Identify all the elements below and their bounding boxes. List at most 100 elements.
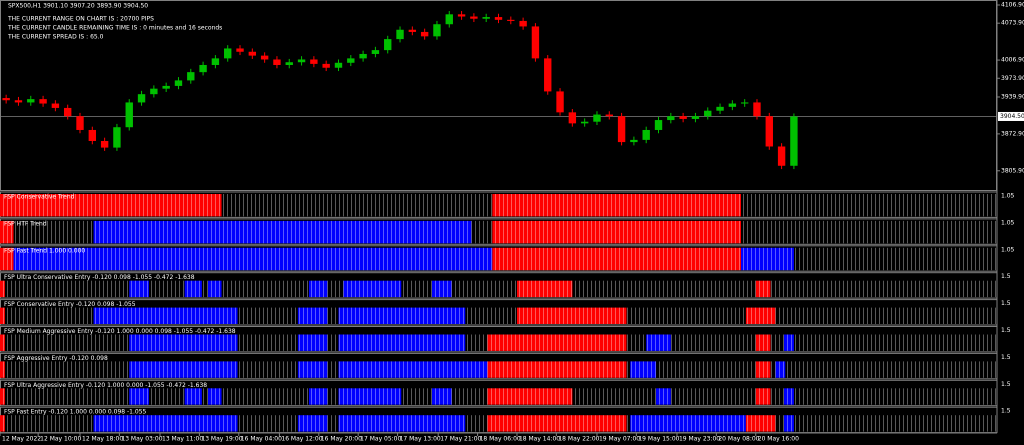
time-label: 17 May 05:00 [360,436,401,443]
candle-body [76,116,84,130]
candle-body [544,58,552,92]
candle-body [2,98,10,101]
candle-body [408,29,417,32]
time-label: 13 May 19:00 [201,436,242,443]
indicator-scale-label: 1.5 [1001,354,1011,361]
candle-body [531,26,540,59]
candle-body [39,99,47,104]
indicator-scale-label: 1.05 [1001,193,1015,200]
indicator-title: FSP Ultra Aggressive Entry -0.120 1.000 … [4,382,207,389]
time-label: 18 May 06:00 [480,436,521,443]
price-label: 3805.90 [1001,167,1024,174]
hatch-overlay [0,307,997,324]
indicator-scale-label: 1.5 [1001,408,1011,415]
candle-body [297,59,306,63]
candle-body [667,116,675,121]
indicator-scale-label: 1.5 [1001,327,1011,334]
candle-body [740,102,749,104]
indicator-title: FSP HTF Trend [4,220,47,227]
candle-body [457,14,466,17]
price-label: 3973.90 [1001,75,1024,82]
time-label: 18 May 22:00 [558,436,599,443]
candle-body [14,100,23,103]
candle-body [605,114,613,117]
candle-body [630,139,638,143]
candle-body [199,64,207,73]
candle-body [224,48,232,59]
candle-body [507,19,515,21]
candle-body [691,116,700,119]
candle-body [617,116,626,143]
candle-body [322,63,330,68]
candle-body [27,99,35,103]
candle-body [753,102,761,117]
candle-body [556,91,564,113]
candle-body [64,107,72,117]
candle-body [704,110,712,117]
time-label: 20 May 08:00 [718,436,759,443]
indicator-title: FSP Ultra Conservative Entry -0.120 0.09… [4,274,195,281]
indicator-scale-label: 1.5 [1001,381,1011,388]
candle-body [347,58,355,63]
hatch-overlay [0,220,997,244]
candle-body [679,116,687,119]
candle-body [125,102,133,128]
candle-body [248,51,257,56]
candle-body [137,94,146,103]
candle-body [359,53,367,59]
current-price-box [998,111,1024,121]
candle-body [716,106,724,111]
indicator-scale-label: 1.5 [1001,300,1011,307]
candle-body [445,14,453,25]
candle-body [494,17,503,20]
candle-body [790,116,798,166]
indicator-title: FSP Conservative Entry -0.120 0.098 -1.0… [4,301,136,308]
candle-body [285,62,293,65]
indicator-title: FSP Medium Aggressive Entry -0.120 1.000… [4,328,236,335]
indicator-scale-label: 1.5 [1001,273,1011,280]
candle-body [162,85,170,89]
time-label: 13 May 11:00 [162,436,203,443]
candle-body [100,140,109,148]
candle-body [777,146,786,166]
candle-body [580,121,589,124]
time-label: 16 May 20:00 [321,436,362,443]
hatch-overlay [0,334,997,351]
time-label: 16 May 12:00 [281,436,322,443]
time-label: 16 May 04:00 [241,436,282,443]
price-label: 4106.90 [1001,2,1024,9]
candle-body [482,17,490,19]
time-label: 19 May 23:00 [679,436,720,443]
candle-body [568,112,577,124]
candle-body [642,129,650,140]
price-label: 3939.90 [1001,93,1024,100]
candle-body [310,59,318,64]
candle-body [150,88,158,95]
price-label: 4006.90 [1001,57,1024,64]
time-label: 19 May 07:00 [599,436,640,443]
candle-body [174,80,183,86]
candle-body [113,127,121,148]
candle-body [211,58,220,65]
indicator-scale-label: 1.05 [1001,219,1015,226]
candle-body [519,20,527,27]
time-label: 19 May 15:00 [638,436,679,443]
candle-body [273,59,281,65]
candle-body [334,62,343,68]
candle-body [396,29,404,40]
candle-body [593,114,601,122]
candle-body [765,116,773,147]
time-label: 13 May 03:00 [121,436,162,443]
comment-line: THE CURRENT CANDLE REMAINING TIME IS : 0… [7,25,222,32]
indicator-title: FSP Conservative Trend [4,194,75,201]
candle-body [51,103,60,108]
candle-body [88,129,97,141]
time-label: 12 May 10:00 [40,436,81,443]
time-label: 20 May 16:00 [758,436,799,443]
hatch-overlay [0,280,997,298]
hatch-overlay [0,361,997,378]
candle-body [236,48,244,52]
candle-body [371,50,380,54]
hatch-overlay [0,194,997,217]
time-label: 12 May 2022 [2,436,41,443]
